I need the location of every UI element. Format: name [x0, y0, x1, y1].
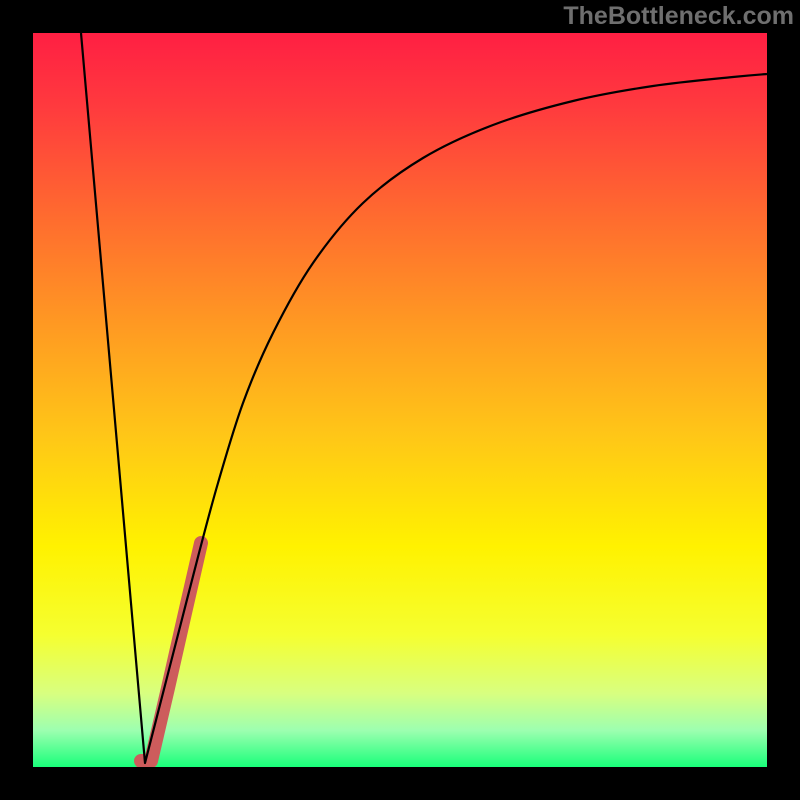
gradient-background: [33, 33, 767, 767]
plot-area: [33, 33, 767, 767]
plot-svg: [33, 33, 767, 767]
watermark-text: TheBottleneck.com: [563, 2, 794, 31]
chart-frame: TheBottleneck.com: [0, 0, 800, 800]
